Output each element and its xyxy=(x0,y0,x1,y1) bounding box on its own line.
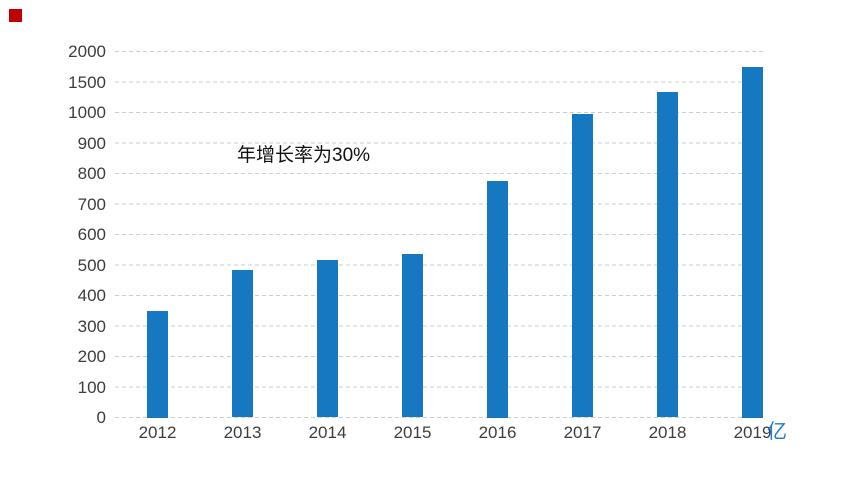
x-tick-label-2018: 2018 xyxy=(648,423,687,442)
bar-2014 xyxy=(317,260,338,418)
bar-2018 xyxy=(657,92,678,418)
x-tick-label-2017: 2017 xyxy=(563,423,602,442)
bar-2016 xyxy=(487,181,508,418)
y-tick-label-1500: 1500 xyxy=(68,72,106,92)
y-tick-label-200: 200 xyxy=(77,347,106,366)
y-tick-label-400: 400 xyxy=(77,286,106,305)
y-tick-label-600: 600 xyxy=(77,225,106,244)
y-tick-label-2000: 2000 xyxy=(68,42,106,61)
annotation-growth-rate: 年增长率为30% xyxy=(237,145,371,166)
x-tick-label-2012: 2012 xyxy=(138,423,177,442)
bar-2013 xyxy=(232,269,253,418)
y-tick-label-100: 100 xyxy=(77,377,106,397)
x-tick-label-2016: 2016 xyxy=(478,423,517,442)
bar-2015 xyxy=(402,254,423,418)
bar-2012 xyxy=(147,310,168,418)
y-tick-label-300: 300 xyxy=(77,316,106,336)
bar-2019 xyxy=(742,66,763,418)
y-tick-label-800: 800 xyxy=(77,164,106,183)
x-tick-label-2014: 2014 xyxy=(308,423,347,442)
x-tick-label-2015: 2015 xyxy=(393,423,432,442)
x-tick-label-2013: 2013 xyxy=(223,423,262,442)
red-square-marker xyxy=(9,9,22,22)
bar-2017 xyxy=(572,114,593,418)
x-tick-label-2019: 2019 xyxy=(733,423,772,442)
y-unit-label: 亿 xyxy=(767,421,787,443)
y-tick-label-0: 0 xyxy=(96,408,106,427)
y-tick-label-900: 900 xyxy=(77,133,106,153)
y-tick-label-1000: 1000 xyxy=(68,103,106,122)
y-tick-label-500: 500 xyxy=(77,255,106,275)
y-tick-label-700: 700 xyxy=(77,194,106,214)
